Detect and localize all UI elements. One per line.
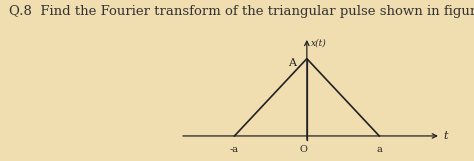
Text: O: O bbox=[299, 145, 307, 154]
Text: x(t): x(t) bbox=[311, 39, 327, 48]
Text: Q.8  Find the Fourier transform of the triangular pulse shown in figure: Q.8 Find the Fourier transform of the tr… bbox=[9, 5, 474, 18]
Text: t: t bbox=[444, 131, 448, 141]
Text: a: a bbox=[376, 145, 382, 154]
Text: A: A bbox=[288, 58, 296, 68]
Text: -a: -a bbox=[230, 145, 239, 154]
